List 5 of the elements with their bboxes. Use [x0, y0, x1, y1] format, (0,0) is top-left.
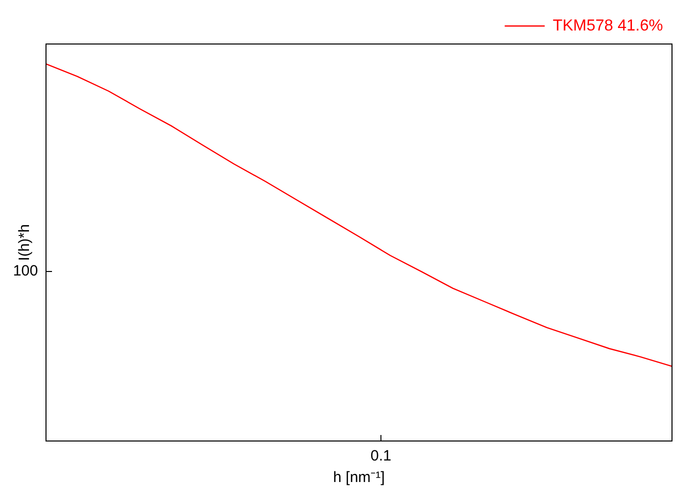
text: 0.1	[370, 448, 392, 465]
legend-label: TKM578 41.6%	[552, 17, 663, 34]
text: 100	[12, 262, 38, 280]
y-axis-title: I(h)*h	[16, 224, 34, 261]
x-axis-title: h [nm⁻¹]	[333, 469, 385, 486]
